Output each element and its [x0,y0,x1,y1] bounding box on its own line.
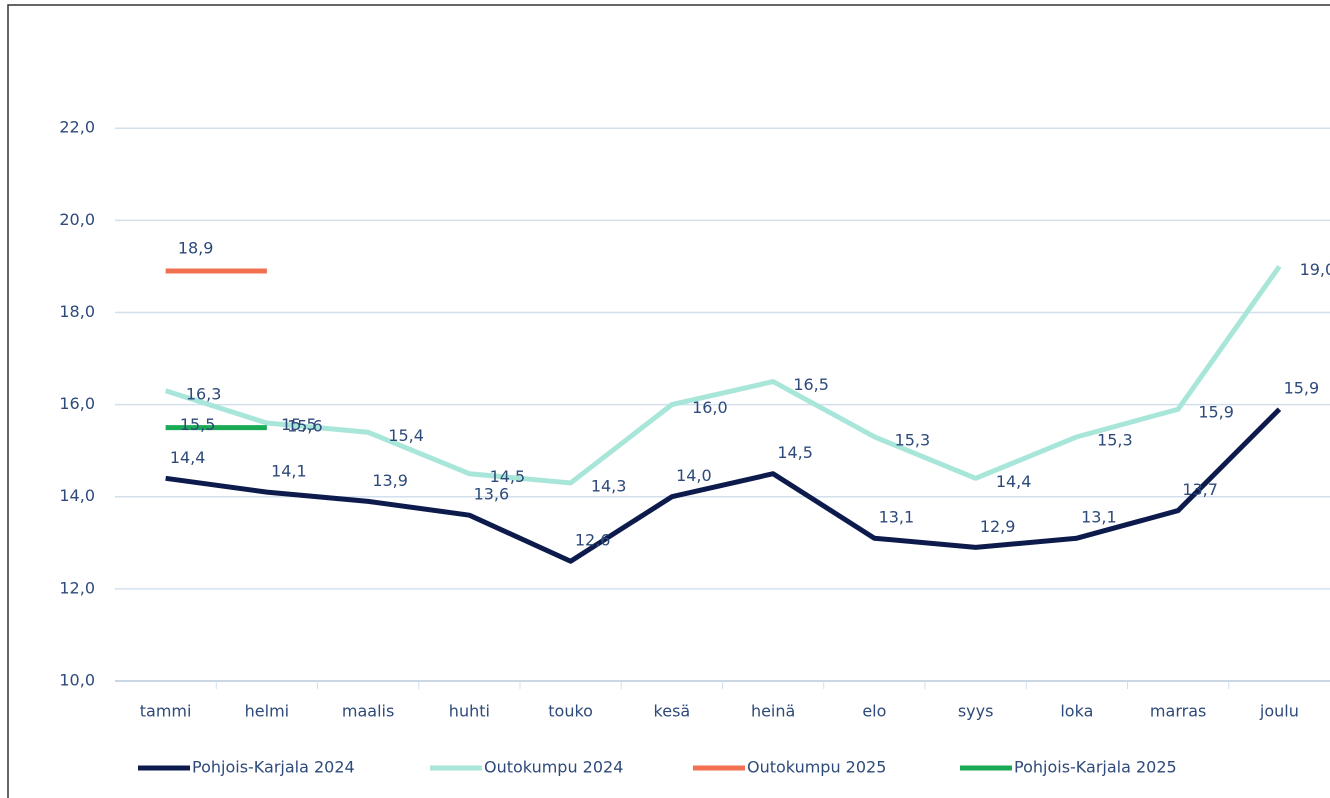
x-tick-label: tammi [140,702,192,721]
y-tick-label: 10,0 [59,671,95,690]
y-tick-label: 14,0 [59,486,95,505]
chart-frame [7,4,1330,798]
data-label: 15,6 [287,417,323,436]
data-label: 12,9 [980,517,1016,536]
data-label: 15,9 [1198,403,1234,422]
x-tick-label: huhti [449,702,490,721]
y-tick-label: 20,0 [59,210,95,229]
data-label: 18,9 [178,239,214,258]
x-tick-label: helmi [245,702,289,721]
data-label: 15,3 [895,430,931,449]
y-tick-label: 12,0 [59,578,95,597]
data-label: 13,1 [879,508,915,527]
data-label: 15,3 [1097,430,1133,449]
data-label: 13,1 [1081,508,1117,527]
data-label: 15,5 [281,415,317,434]
series-line [164,264,1282,486]
data-label: 14,3 [591,476,627,495]
x-tick-label: kesä [654,702,691,721]
data-label: 14,5 [777,443,813,462]
legend-label: Outokumpu 2024 [484,758,623,777]
y-tick-label: 22,0 [59,118,95,137]
legend-label: Outokumpu 2025 [747,758,886,777]
x-tick-label: marras [1150,702,1206,721]
data-label: 19,0 [1300,260,1330,279]
data-label: 16,5 [793,375,829,394]
x-tick-label: heinä [751,702,795,721]
x-tick-label: joulu [1259,702,1299,721]
data-label: 13,6 [474,485,510,504]
y-tick-label: 18,0 [59,302,95,321]
legend-label: Pohjois-Karjala 2024 [192,758,355,777]
x-tick-label: touko [548,702,593,721]
data-label: 15,4 [388,426,424,445]
data-label: 14,5 [490,467,526,486]
legend-label: Pohjois-Karjala 2025 [1014,758,1177,777]
x-tick-label: maalis [342,702,394,721]
data-label: 15,5 [180,415,216,434]
data-label: 14,0 [676,466,712,485]
x-tick-label: syys [958,702,994,721]
data-label: 13,9 [372,471,408,490]
data-label: 14,4 [996,472,1032,491]
data-label: 13,7 [1182,480,1218,499]
data-label: 12,6 [575,531,611,550]
series-line [165,407,1282,564]
data-label: 14,1 [271,462,307,481]
data-label: 15,9 [1284,379,1320,398]
y-tick-label: 16,0 [59,394,95,413]
data-label: 16,0 [692,398,728,417]
data-label: 16,3 [186,384,222,403]
data-label: 14,4 [170,448,206,467]
x-tick-label: elo [862,702,886,721]
x-tick-label: loka [1060,702,1093,721]
